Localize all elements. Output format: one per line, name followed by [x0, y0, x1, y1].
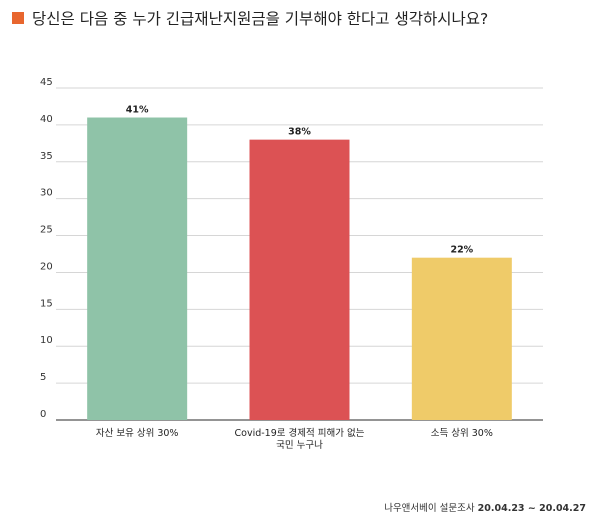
category-label: Covid-19로 경제적 피해가 없는	[235, 427, 365, 439]
y-tick-label: 0	[40, 409, 46, 420]
data-label: 41%	[126, 105, 149, 116]
category-label: 자산 보유 상위 30%	[96, 427, 179, 439]
y-tick-label: 20	[40, 261, 53, 272]
y-tick-label: 25	[40, 225, 53, 236]
data-label: 22%	[450, 245, 473, 256]
bars	[87, 117, 512, 420]
y-tick-label: 40	[40, 114, 53, 125]
bar	[249, 139, 350, 420]
category-label: 국민 누구나	[276, 440, 323, 451]
source-note: 나우앤서베이 설문조사 20.04.23 ~ 20.04.27	[384, 500, 586, 514]
bar	[411, 257, 512, 420]
y-tick-label: 30	[40, 188, 53, 199]
title-marker-square	[12, 12, 24, 24]
y-tick-label: 15	[40, 298, 53, 309]
source-org: 나우앤서베이 설문조사	[384, 503, 475, 514]
bar	[87, 117, 188, 420]
y-tick-label: 45	[40, 77, 53, 88]
data-label: 38%	[288, 127, 311, 138]
y-tick-label: 5	[40, 372, 46, 383]
data-labels: 41% 38% 22%	[126, 105, 474, 256]
y-tick-label: 10	[40, 335, 53, 346]
chart-title: 당신은 다음 중 누가 긴급재난지원금을 기부해야 한다고 생각하시나요?	[32, 10, 489, 28]
y-axis-ticks: 0 5 10 15 20 25 30 35 40 45	[40, 77, 53, 420]
source-dates: 20.04.23 ~ 20.04.27	[477, 503, 586, 514]
category-label: 소득 상위 30%	[431, 427, 493, 439]
y-tick-label: 35	[40, 151, 53, 162]
title-area: 당신은 다음 중 누가 긴급재난지원금을 기부해야 한다고 생각하시나요?	[12, 6, 488, 30]
